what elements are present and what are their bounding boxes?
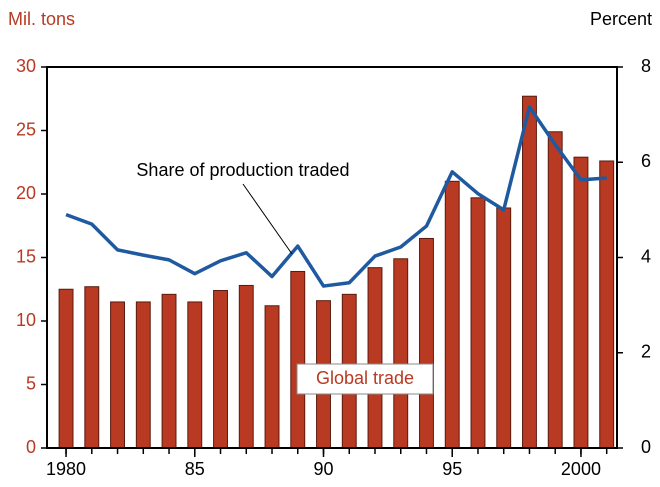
share-line bbox=[65, 105, 607, 288]
x-tick-label: 90 bbox=[313, 459, 333, 479]
bar bbox=[58, 288, 74, 449]
y-tick-label: 20 bbox=[16, 183, 36, 203]
y2-tick-label: 2 bbox=[641, 342, 651, 362]
y2-tick-label: 4 bbox=[641, 246, 651, 266]
line-label: Share of production traded bbox=[136, 160, 349, 180]
y-tick-label: 10 bbox=[16, 310, 36, 330]
bar bbox=[84, 286, 100, 449]
bar bbox=[419, 237, 434, 449]
bar bbox=[110, 301, 125, 449]
x-tick-label: 95 bbox=[442, 459, 462, 479]
bar bbox=[367, 267, 383, 449]
bar bbox=[393, 258, 409, 449]
x-tick-label: 85 bbox=[185, 459, 205, 479]
bar bbox=[187, 301, 203, 449]
bar bbox=[213, 290, 228, 449]
x-tick-label: 1980 bbox=[46, 459, 86, 479]
y-tick-label: 30 bbox=[16, 56, 36, 76]
y-tick-label: 5 bbox=[26, 373, 36, 393]
bar bbox=[290, 270, 306, 449]
bar bbox=[135, 301, 151, 449]
bar-label-box bbox=[296, 363, 434, 395]
bar bbox=[470, 197, 486, 449]
bar-label: Global trade bbox=[316, 368, 414, 388]
y2-tick-label: 6 bbox=[641, 151, 651, 171]
bar bbox=[522, 95, 537, 449]
y2-tick-label: 0 bbox=[641, 437, 651, 457]
leader-line bbox=[242, 183, 293, 255]
y-tick-label: 0 bbox=[26, 437, 36, 457]
bar bbox=[238, 284, 254, 449]
y2-tick-label: 8 bbox=[641, 56, 651, 76]
bar bbox=[496, 207, 512, 449]
bar bbox=[161, 293, 177, 449]
bar bbox=[599, 160, 615, 449]
y-axis-title: Mil. tons bbox=[8, 9, 75, 29]
y-tick-label: 25 bbox=[16, 119, 36, 139]
bar bbox=[264, 305, 280, 449]
bar bbox=[573, 156, 589, 449]
x-tick-label: 2000 bbox=[561, 459, 601, 479]
bar bbox=[444, 180, 460, 449]
y-tick-label: 15 bbox=[16, 246, 36, 266]
y2-axis-title: Percent bbox=[590, 9, 652, 29]
bar bbox=[547, 131, 563, 449]
